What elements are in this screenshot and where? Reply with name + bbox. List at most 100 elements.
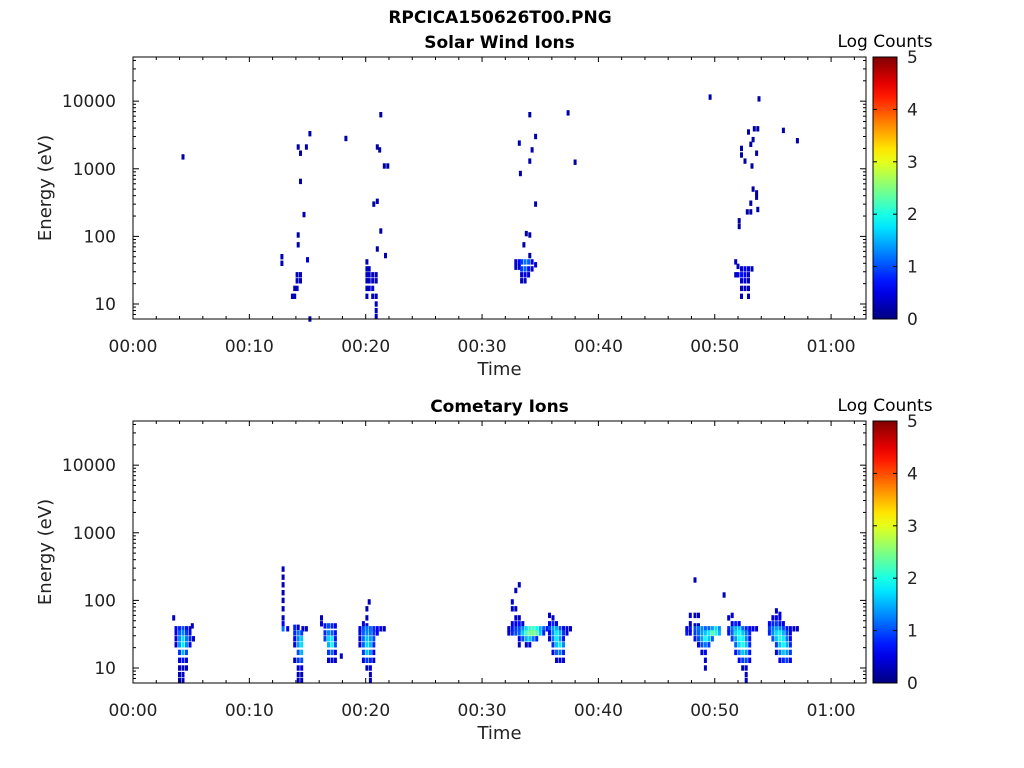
panel-2-data-pixel [795, 626, 799, 632]
panel-2-data-pixel [748, 642, 752, 648]
panel-2-data-pixel [548, 621, 551, 627]
panel-2-x-axis-label: Time [476, 723, 521, 744]
panel-2-data-pixel [744, 626, 748, 632]
panel-2-data-pixel [734, 626, 738, 632]
panel-2-y-tick-label: 10 [94, 659, 116, 679]
panel-2-data-pixel [178, 657, 181, 663]
panel-2-colorbar-tick-label: 5 [907, 412, 918, 432]
panel-2-data-pixel [748, 636, 752, 642]
panel-2-data-pixel [778, 611, 782, 618]
panel-1-data-pixel [517, 264, 521, 270]
panel-2-data-pixel [178, 636, 181, 642]
panel-2-data-pixel [181, 677, 185, 684]
panel-1-y-tick-label: 1000 [73, 160, 116, 180]
panel-2-data-pixel [281, 606, 285, 612]
panel-2-data-pixel [361, 621, 365, 627]
panel-2-data-pixel [296, 677, 300, 684]
panel-2-data-pixel [300, 636, 304, 642]
panel-1-data-pixel [737, 223, 741, 230]
panel-1-colorbar-tick-label: 5 [907, 48, 918, 68]
panel-2-data-pixel [688, 621, 692, 627]
panel-2-data-pixel [688, 612, 692, 619]
panel-2-data-pixel [293, 657, 297, 663]
panel-2-data-pixel [521, 630, 525, 636]
panel-2-x-tick-label: 00:50 [690, 701, 739, 721]
panel-2-data-pixel [722, 592, 726, 598]
panel-2-data-pixel [507, 626, 511, 632]
panel-2-data-pixel [558, 642, 562, 648]
panel-2-data-pixel [517, 626, 521, 632]
panel-2-data-pixel [365, 636, 369, 642]
panel-2-colorbar-tick-label: 0 [907, 674, 918, 694]
panel-2-data-pixel [300, 642, 304, 648]
panel-2-data-pixel [367, 599, 371, 605]
panel-2-colorbar [872, 420, 898, 684]
panel-2-data-pixel [181, 636, 185, 642]
panel-2-data-pixel [548, 626, 551, 632]
panel-2-data-pixel [514, 606, 518, 612]
panel-2-data-pixel [748, 630, 752, 636]
panel-2-data-pixel [296, 630, 300, 636]
panel-2-data-pixel [382, 626, 386, 632]
panel-2-data-pixel [368, 671, 372, 678]
panel-2-data-pixel [300, 657, 304, 663]
panel-1-colorbar-tick-label: 1 [907, 258, 918, 278]
panel-1-axes-frame [132, 56, 867, 320]
panel-1-data-pixel [379, 228, 383, 234]
panel-2-data-pixel [178, 626, 181, 632]
panel-1-data-pixel [371, 293, 375, 299]
panel-2-data-pixel [185, 642, 188, 648]
panel-2-data-pixel [778, 642, 782, 648]
panel-1-data-pixel [747, 272, 750, 278]
panel-1-data-pixel [747, 266, 750, 272]
panel-2-data-pixel [697, 612, 700, 619]
panel-2-data-pixel [697, 642, 700, 648]
panel-2-data-pixel [281, 597, 285, 604]
panel-2-data-pixel [744, 630, 748, 636]
panel-2-data-pixel [548, 630, 551, 636]
panel-2-data-pixel [510, 626, 514, 632]
panel-1-data-pixel [740, 145, 743, 152]
panel-2-data-pixel [507, 630, 511, 636]
panel-2-data-pixel [300, 671, 304, 678]
panel-1-data-pixel [375, 198, 379, 204]
panel-2-colorbar-tick-label: 4 [907, 464, 918, 484]
panel-2-data-pixel [330, 630, 334, 636]
panel-2-data-pixel [510, 621, 514, 627]
panel-1-data-pixel [517, 140, 521, 146]
panel-2-data-pixel [685, 626, 689, 632]
panel-2-data-pixel [785, 642, 789, 648]
panel-2-data-pixel [327, 623, 330, 629]
panel-2-data-pixel [781, 626, 785, 632]
panel-1-data-pixel [740, 278, 743, 284]
panel-1-data-pixel [527, 266, 531, 272]
panel-2-data-pixel [785, 626, 789, 632]
panel-2-data-pixel [558, 630, 562, 636]
panel-2-data-pixel [185, 626, 188, 632]
panel-1-data-pixel [747, 129, 750, 135]
panel-2-data-pixel [361, 636, 365, 642]
panel-2-data-pixel [185, 630, 188, 636]
panel-2-data-pixel [703, 649, 707, 656]
panel-1-data-pixel [747, 293, 750, 299]
panel-2-data-pixel [693, 630, 697, 636]
panel-1-data-pixel [534, 133, 538, 140]
panel-1-colorbar-tick-label: 2 [907, 205, 918, 225]
panel-2-data-pixel [688, 626, 692, 632]
panel-2-data-pixel [375, 630, 379, 636]
panel-2-data-pixel [562, 630, 565, 636]
panel-1-data-pixel [375, 246, 379, 252]
panel-2-data-pixel [296, 671, 300, 678]
panel-1-x-tick-label: 00:20 [341, 337, 390, 357]
panel-1-data-pixel [736, 263, 740, 270]
panel-2-data-pixel [517, 615, 521, 621]
panel-2-data-pixel [781, 636, 785, 642]
panel-2-data-pixel [771, 630, 775, 636]
panel-2-data-pixel [741, 665, 745, 671]
panel-2-data-pixel [748, 649, 752, 656]
panel-1-data-pixel [520, 266, 524, 272]
panel-2-data-pixel [778, 649, 782, 656]
panel-2-data-pixel [365, 623, 369, 629]
panel-2-data-pixel [517, 630, 521, 636]
panel-2-data-pixel [188, 642, 192, 648]
